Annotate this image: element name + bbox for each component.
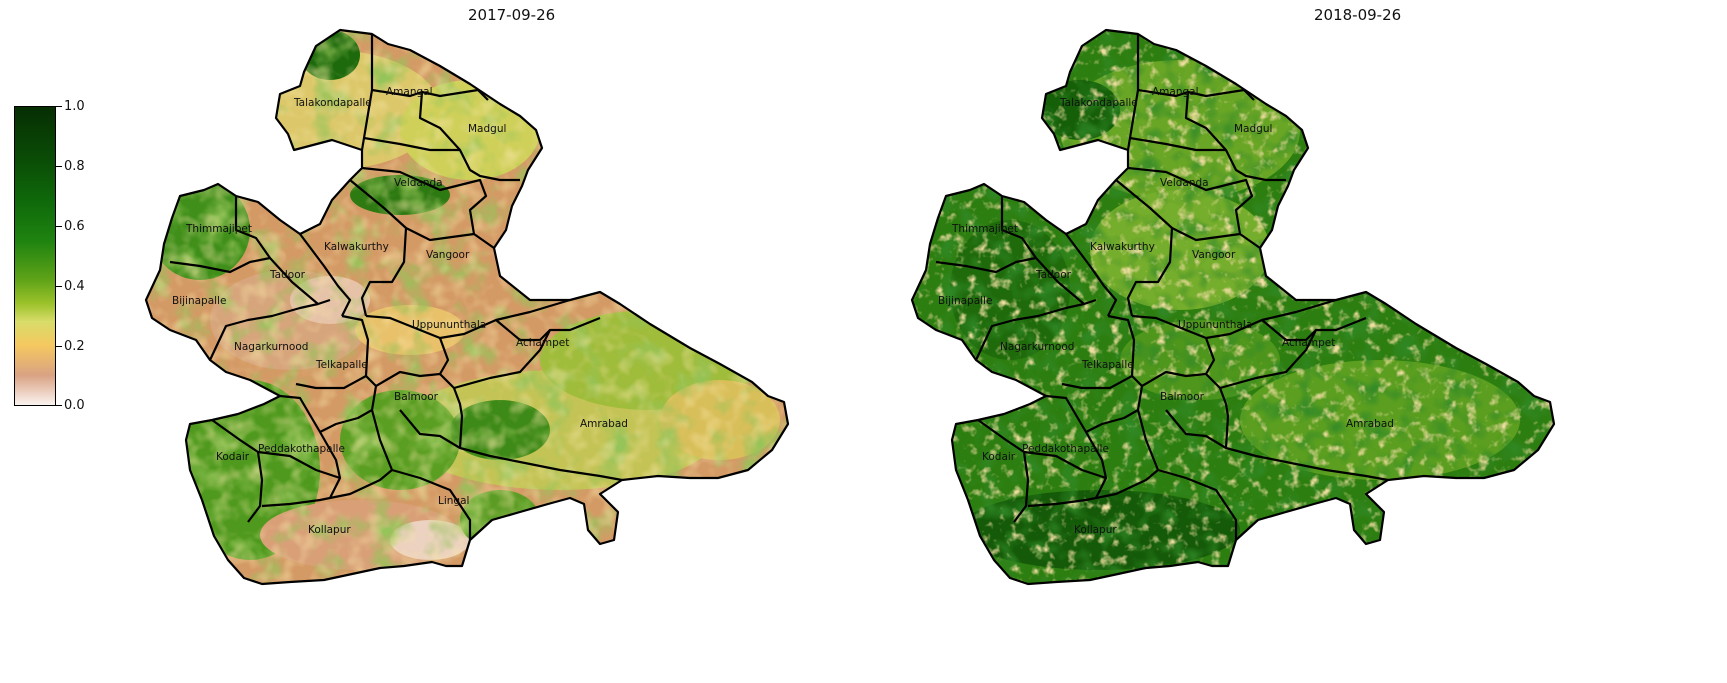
mandal-label: Balmoor — [1160, 391, 1205, 403]
mandal-label: Madgul — [468, 123, 506, 135]
mandal-label: Uppununthala — [412, 319, 486, 331]
mandal-label: Peddakothapalle — [1022, 443, 1109, 455]
mandal-label: Vangoor — [426, 249, 470, 261]
mandal-label: Tadoor — [1035, 269, 1072, 281]
mandal-label: Talakondapalle — [293, 97, 372, 109]
colorbar-tick — [56, 405, 62, 406]
panel-title-left: 2017-09-26 — [468, 6, 556, 24]
mandal-label: Peddakothapalle — [258, 443, 345, 455]
mandal-label: Uppununthala — [1178, 319, 1252, 331]
mandal-label: Amangal — [1152, 86, 1199, 98]
mandal-label: Madgul — [1234, 123, 1272, 135]
mandal-label: Amangal — [386, 86, 433, 98]
mandal-label: Kodair — [982, 451, 1016, 463]
mandal-label: Thimmajipet — [951, 223, 1018, 235]
colorbar-label: 0.4 — [64, 279, 85, 294]
panel-title-right: 2018-09-26 — [1314, 6, 1402, 24]
mandal-label: Kalwakurthy — [1090, 241, 1155, 253]
mandal-label: Bijinapalle — [172, 295, 226, 307]
mandal-label: Nagarkurnood — [1000, 341, 1074, 353]
colorbar-tick — [56, 286, 62, 287]
mandal-label: Telkapalle — [1081, 359, 1134, 371]
mandal-label: Thimmajipet — [185, 223, 252, 235]
colorbar-tick — [56, 166, 62, 167]
mandal-label: Veldanda — [1160, 177, 1209, 189]
mandal-label: Kollapur — [1074, 524, 1117, 536]
mandal-label: Talakondapalle — [1059, 97, 1138, 109]
mandal-label: Nagarkurnood — [234, 341, 308, 353]
mandal-label: Bijinapalle — [938, 295, 992, 307]
colorbar-label: 0.2 — [64, 339, 85, 354]
colorbar-label: 0.0 — [64, 398, 85, 413]
mandal-label: Amrabad — [1346, 418, 1394, 430]
mandal-label: Tadoor — [269, 269, 306, 281]
mandal-label: Kollapur — [308, 524, 351, 536]
mandal-label: Lingal — [438, 495, 469, 507]
mandal-label: Veldanda — [394, 177, 443, 189]
mandal-label: Kodair — [216, 451, 250, 463]
map-panel-right: Talakondapalle Amangal Madgul Veldanda T… — [906, 25, 1566, 595]
mandal-label: Kalwakurthy — [324, 241, 389, 253]
mandal-label: Amrabad — [580, 418, 628, 430]
mandal-label: Achampet — [1282, 337, 1335, 349]
mandal-label: Achampet — [516, 337, 569, 349]
colorbar — [14, 106, 56, 406]
colorbar-tick — [56, 226, 62, 227]
mandal-label: Balmoor — [394, 391, 439, 403]
mandal-label: Vangoor — [1192, 249, 1236, 261]
colorbar-tick — [56, 106, 62, 107]
colorbar-label: 0.6 — [64, 219, 85, 234]
colorbar-tick — [56, 346, 62, 347]
mandal-label: Telkapalle — [315, 359, 368, 371]
colorbar-label: 0.8 — [64, 159, 85, 174]
colorbar-label: 1.0 — [64, 99, 85, 114]
map-panel-left: Talakondapalle Amangal Madgul Veldanda T… — [140, 25, 800, 595]
